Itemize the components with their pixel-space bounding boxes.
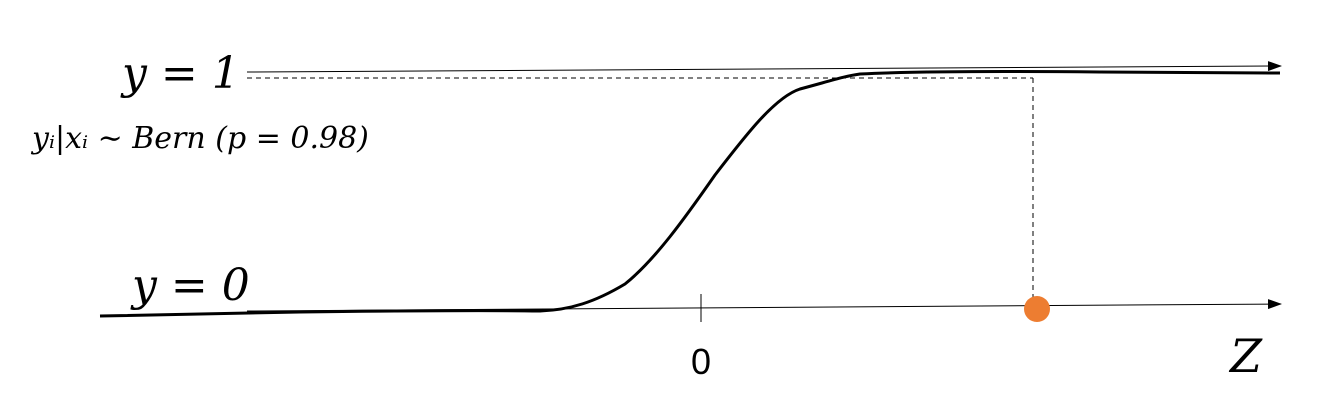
- y-one-line: [246, 61, 1282, 73]
- z-axis-label: Z: [1228, 329, 1263, 383]
- y-one-label: y = 1: [120, 48, 240, 99]
- data-point: [1024, 296, 1050, 322]
- origin-tick-label: 0: [691, 341, 711, 382]
- distribution-label: yᵢ|xᵢ ∼ Bern (p = 0.98): [30, 121, 369, 156]
- sigmoid-curve: [99, 69, 1281, 318]
- y-zero-label: y = 0: [130, 260, 250, 311]
